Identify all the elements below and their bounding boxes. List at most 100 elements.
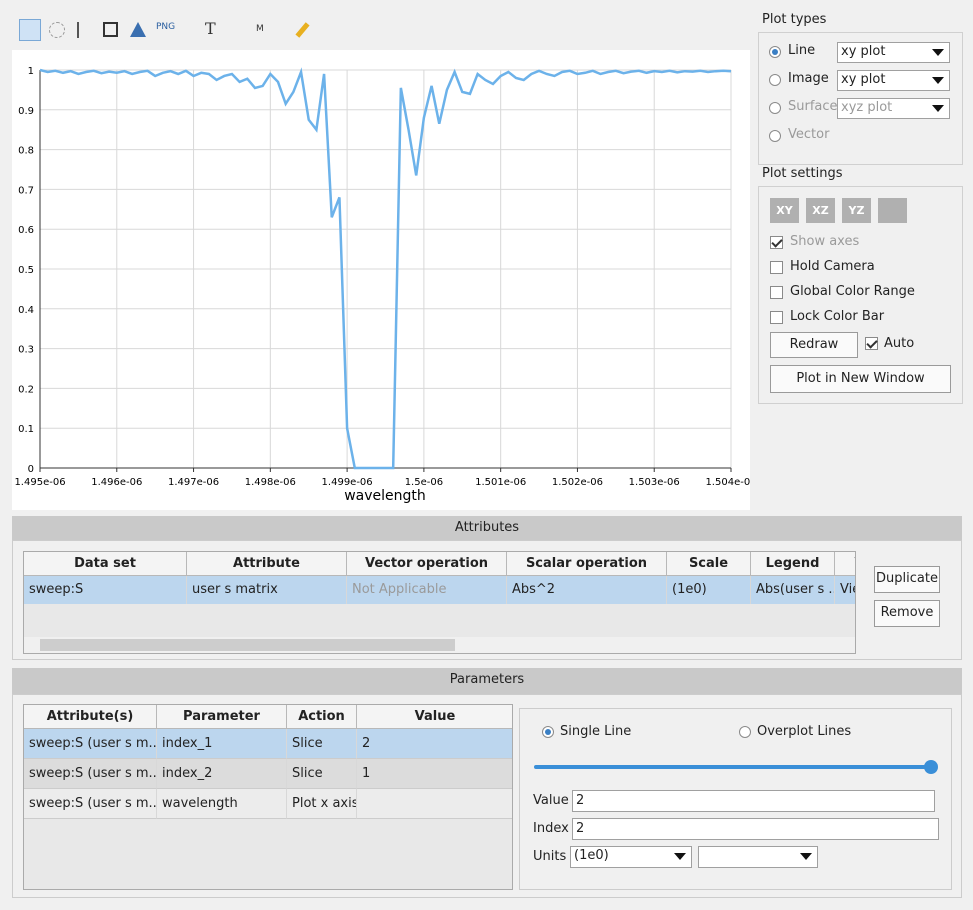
column-header[interactable]: Vector operation xyxy=(347,552,507,576)
field-label: Index xyxy=(533,821,569,836)
section-title: Parameters xyxy=(449,672,525,687)
spin-down[interactable] xyxy=(892,790,914,812)
column-header[interactable]: Attribute(s) xyxy=(24,705,157,729)
table-cell[interactable]: Slice xyxy=(287,759,357,789)
x-tick-label: 1.498e-06 xyxy=(245,477,296,488)
parameters-table: Attribute(s) sweep:S (user s m... sweep:S … xyxy=(23,704,513,890)
checkbox[interactable] xyxy=(770,286,783,299)
checkbox-label: Hold Camera xyxy=(790,259,875,274)
group-title: Plot settings xyxy=(762,166,843,181)
table-cell[interactable]: (1e0) xyxy=(667,576,751,604)
table-cell[interactable]: Not Applicable xyxy=(347,576,507,604)
table-cell[interactable]: index_2 xyxy=(157,759,287,789)
units-dropdown[interactable]: (1e0) xyxy=(570,846,692,868)
text-field[interactable]: 2 xyxy=(572,818,939,840)
column-header[interactable]: Scalar operation xyxy=(507,552,667,576)
mountain-tool[interactable] xyxy=(130,22,146,37)
section-header[interactable]: Parameters xyxy=(12,668,962,694)
plot-settings: Plot settings XY XZ YZ Show axes Hold Camera… xyxy=(758,164,963,404)
slider-handle[interactable] xyxy=(924,760,938,774)
dropdown[interactable]: xy plot xyxy=(837,70,950,91)
table-cell[interactable]: user s matrix xyxy=(187,576,347,604)
x-tick-label: 1.497e-06 xyxy=(168,477,219,488)
table-cell[interactable]: Vie xyxy=(835,576,855,604)
x-tick-label: 1.502e-06 xyxy=(552,477,603,488)
radio-label: Single Line xyxy=(560,724,632,739)
checkbox[interactable] xyxy=(770,261,783,274)
text-field[interactable]: 2 xyxy=(572,790,935,812)
column-header[interactable]: Value xyxy=(357,705,512,729)
table-cell[interactable]: sweep:S (user s m... xyxy=(24,729,157,759)
column-header[interactable]: Data set xyxy=(24,552,187,576)
table-cell[interactable]: Abs^2 xyxy=(507,576,667,604)
table-cell[interactable]: Slice xyxy=(287,729,357,759)
new-window-button[interactable]: Plot in New Window xyxy=(770,365,951,393)
checkbox[interactable] xyxy=(770,311,783,324)
marker-tool[interactable]: M xyxy=(256,24,264,34)
radio-label: Line xyxy=(788,43,816,58)
checkbox[interactable] xyxy=(770,236,783,249)
table-cell[interactable]: Plot x axis xyxy=(287,789,357,819)
y-tick-label: 0.4 xyxy=(18,305,34,316)
view-button[interactable]: XZ xyxy=(806,198,835,223)
table-cell[interactable]: 2 xyxy=(357,729,512,759)
y-tick-label: 0.3 xyxy=(18,345,34,356)
column-header[interactable]: Scale xyxy=(667,552,751,576)
dropdown[interactable]: xyz plot xyxy=(837,98,950,119)
table-cell[interactable] xyxy=(357,789,512,819)
section-title: Attributes xyxy=(454,520,520,535)
y-tick-label: 0.9 xyxy=(18,106,34,117)
column-header[interactable]: Attribute xyxy=(187,552,347,576)
radio[interactable] xyxy=(769,102,781,114)
view-button[interactable]: XY xyxy=(770,198,799,223)
plot-settings-box: XY XZ YZ Show axes Hold Camera Global Color R… xyxy=(758,186,963,404)
dropdown[interactable] xyxy=(698,846,818,868)
radio-label: Surface xyxy=(788,99,838,114)
column-header[interactable]: Parameter xyxy=(157,705,287,729)
x-tick-label: 1.5e-06 xyxy=(405,477,443,488)
column-header[interactable]: Legend xyxy=(751,552,835,576)
table-cell[interactable]: 1 xyxy=(357,759,512,789)
group-title: Plot types xyxy=(762,12,827,27)
select-tool[interactable] xyxy=(77,22,89,38)
checkbox[interactable] xyxy=(865,337,878,350)
dropdown[interactable]: xy plot xyxy=(837,42,950,63)
remove-button[interactable]: Remove xyxy=(874,600,940,627)
data-line xyxy=(39,67,732,470)
radio[interactable] xyxy=(769,74,781,86)
zoom-tool[interactable] xyxy=(19,19,41,41)
y-tick-label: 0.6 xyxy=(18,225,34,236)
scroll-thumb[interactable] xyxy=(40,639,455,651)
radio[interactable] xyxy=(542,726,554,738)
column-header[interactable]: Action xyxy=(287,705,357,729)
table-cell[interactable]: sweep:S xyxy=(24,576,187,604)
redraw-button[interactable]: Redraw xyxy=(770,332,858,358)
attributes-table: Data set sweep:S Attribute user s matrix Vec… xyxy=(23,551,856,654)
duplicate-button[interactable]: Duplicate xyxy=(874,566,940,593)
png-export[interactable]: PNG xyxy=(156,22,176,32)
radio[interactable] xyxy=(739,726,751,738)
field-label: Units xyxy=(533,849,567,864)
zoom-box-tool[interactable] xyxy=(103,22,118,37)
table-cell[interactable]: index_1 xyxy=(157,729,287,759)
radio-label: Vector xyxy=(788,127,830,142)
radio[interactable] xyxy=(769,46,781,58)
view-button[interactable]: YZ xyxy=(842,198,871,223)
pan-tool[interactable] xyxy=(49,22,65,38)
checkbox-label: Lock Color Bar xyxy=(790,309,885,324)
plot-types-box: Line xy plot Image xy plot Surface xyz plot Ve… xyxy=(758,32,963,165)
column-header[interactable]: V xyxy=(835,552,855,576)
x-tick-label: 1.504e-06 xyxy=(705,477,750,488)
plot-background xyxy=(12,50,750,510)
lock-button[interactable] xyxy=(878,198,907,223)
text-tool[interactable]: T xyxy=(205,19,216,38)
radio[interactable] xyxy=(769,130,781,142)
x-tick-label: 1.501e-06 xyxy=(475,477,526,488)
table-cell[interactable]: sweep:S (user s m... xyxy=(24,789,157,819)
table-cell[interactable]: Abs(user s ... xyxy=(751,576,835,604)
y-tick-label: 0.8 xyxy=(18,146,34,157)
table-cell[interactable]: wavelength xyxy=(157,789,287,819)
spin-up[interactable] xyxy=(918,790,940,812)
section-header[interactable]: Attributes xyxy=(12,516,962,540)
table-cell[interactable]: sweep:S (user s m... xyxy=(24,759,157,789)
